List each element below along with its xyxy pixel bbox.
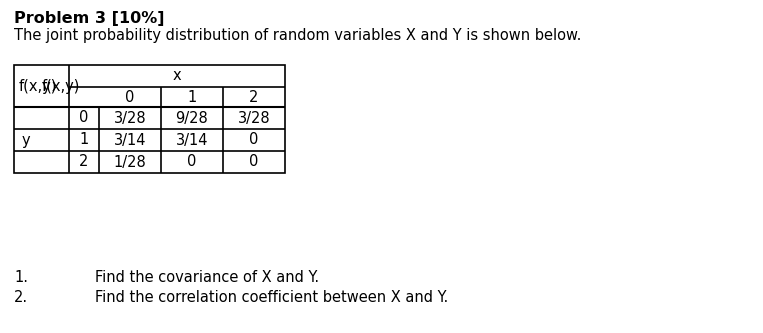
Text: y: y bbox=[22, 133, 31, 148]
Text: 2.: 2. bbox=[14, 290, 28, 305]
Text: Find the correlation coefficient between X and Y.: Find the correlation coefficient between… bbox=[95, 290, 448, 305]
Text: 3/14: 3/14 bbox=[175, 133, 208, 148]
Text: 3/28: 3/28 bbox=[238, 111, 270, 126]
Text: 2: 2 bbox=[79, 155, 89, 169]
Text: Problem 3 [10%]: Problem 3 [10%] bbox=[14, 11, 165, 26]
Text: 0: 0 bbox=[125, 90, 135, 105]
Text: 0: 0 bbox=[187, 155, 197, 169]
Text: Find the covariance of X and Y.: Find the covariance of X and Y. bbox=[95, 269, 319, 284]
Text: f(x,y): f(x,y) bbox=[19, 79, 57, 94]
Text: x: x bbox=[172, 69, 182, 84]
Text: 1: 1 bbox=[188, 90, 197, 105]
Text: 0: 0 bbox=[79, 111, 89, 126]
Text: 2: 2 bbox=[250, 90, 259, 105]
Text: 0: 0 bbox=[250, 133, 259, 148]
Text: f(x,y): f(x,y) bbox=[41, 79, 80, 94]
Bar bbox=[14, 65, 285, 173]
Text: 1: 1 bbox=[79, 133, 89, 148]
Text: 3/28: 3/28 bbox=[114, 111, 146, 126]
Text: 3/14: 3/14 bbox=[114, 133, 146, 148]
Text: The joint probability distribution of random variables X and Y is shown below.: The joint probability distribution of ra… bbox=[14, 28, 581, 43]
Text: 1/28: 1/28 bbox=[114, 155, 146, 169]
Text: 1.: 1. bbox=[14, 269, 28, 284]
Text: 9/28: 9/28 bbox=[175, 111, 208, 126]
Text: 0: 0 bbox=[250, 155, 259, 169]
